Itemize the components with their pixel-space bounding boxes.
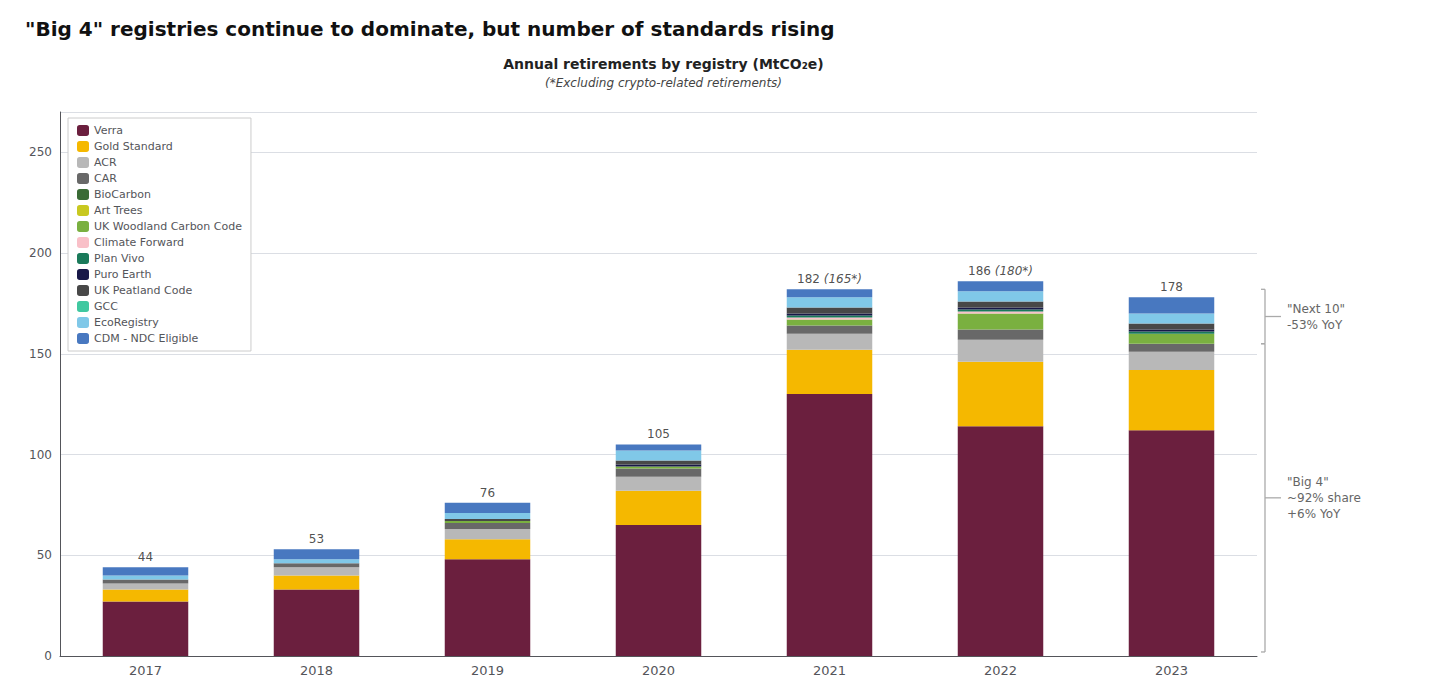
svg-text:2017: 2017 bbox=[129, 663, 162, 678]
svg-text:0: 0 bbox=[44, 649, 52, 663]
svg-text:Annual retirements by registry: Annual retirements by registry (MtCO₂e) bbox=[503, 56, 824, 72]
svg-text:UK Woodland Carbon Code: UK Woodland Carbon Code bbox=[94, 220, 242, 233]
svg-text:"Big 4": "Big 4" bbox=[1287, 475, 1329, 489]
svg-text:+6% YoY: +6% YoY bbox=[1287, 507, 1341, 521]
svg-text:BioCarbon: BioCarbon bbox=[94, 188, 151, 201]
svg-text:Art Trees: Art Trees bbox=[94, 204, 143, 217]
svg-text:2022: 2022 bbox=[984, 663, 1017, 678]
svg-text:2023: 2023 bbox=[1155, 663, 1188, 678]
svg-text:(165*): (165*) bbox=[824, 272, 862, 286]
svg-text:"Big 4" registries continue to: "Big 4" registries continue to dominate,… bbox=[25, 17, 835, 41]
svg-text:2020: 2020 bbox=[642, 663, 675, 678]
svg-text:44: 44 bbox=[138, 550, 153, 564]
svg-text:100: 100 bbox=[29, 448, 52, 462]
svg-text:178: 178 bbox=[1160, 280, 1183, 294]
svg-text:ACR: ACR bbox=[94, 156, 117, 169]
svg-text:CAR: CAR bbox=[94, 172, 117, 185]
svg-text:~92% share: ~92% share bbox=[1287, 491, 1361, 505]
svg-text:200: 200 bbox=[29, 246, 52, 260]
svg-text:2019: 2019 bbox=[471, 663, 504, 678]
svg-text:"Next 10": "Next 10" bbox=[1287, 302, 1345, 316]
svg-text:Verra: Verra bbox=[94, 124, 123, 137]
svg-text:(*Excluding crypto-related ret: (*Excluding crypto-related retirements) bbox=[545, 76, 782, 90]
svg-text:76: 76 bbox=[480, 486, 495, 500]
svg-text:150: 150 bbox=[29, 347, 52, 361]
svg-text:Gold Standard: Gold Standard bbox=[94, 140, 173, 153]
svg-text:-53% YoY: -53% YoY bbox=[1287, 318, 1343, 332]
svg-text:(180*): (180*) bbox=[995, 264, 1033, 278]
svg-text:105: 105 bbox=[647, 427, 670, 441]
svg-text:2018: 2018 bbox=[300, 663, 333, 678]
svg-text:GCC: GCC bbox=[94, 300, 118, 313]
svg-text:EcoRegistry: EcoRegistry bbox=[94, 316, 159, 329]
svg-text:CDM - NDC Eligible: CDM - NDC Eligible bbox=[94, 332, 199, 345]
svg-text:50: 50 bbox=[37, 548, 52, 562]
svg-text:2021: 2021 bbox=[813, 663, 846, 678]
svg-text:Puro Earth: Puro Earth bbox=[94, 268, 151, 281]
svg-text:53: 53 bbox=[309, 532, 324, 546]
svg-text:186: 186 bbox=[968, 264, 995, 278]
svg-text:182: 182 bbox=[797, 272, 824, 286]
svg-text:Plan Vivo: Plan Vivo bbox=[94, 252, 145, 265]
svg-text:UK Peatland Code: UK Peatland Code bbox=[94, 284, 192, 297]
svg-text:Climate Forward: Climate Forward bbox=[94, 236, 184, 249]
svg-text:250: 250 bbox=[29, 145, 52, 159]
